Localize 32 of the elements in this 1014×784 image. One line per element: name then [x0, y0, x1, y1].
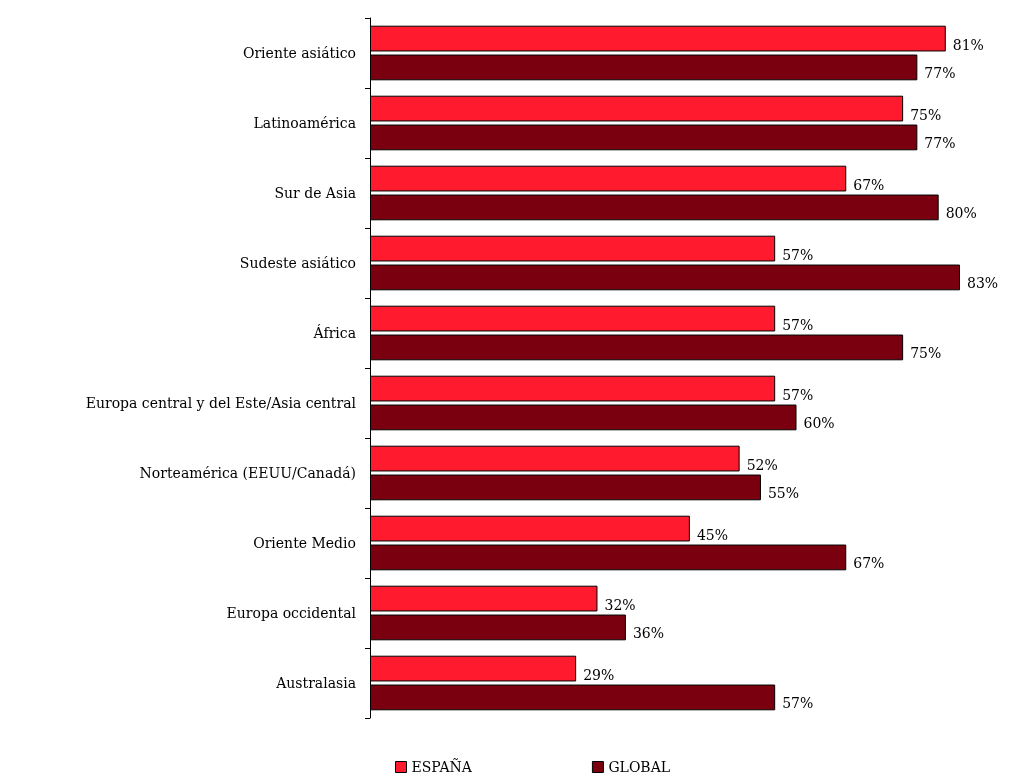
data-label: 75% [910, 345, 942, 362]
data-label: 67% [853, 555, 885, 572]
data-label: 57% [782, 316, 814, 333]
data-label: 80% [945, 205, 977, 222]
y-tick-label: Latinoamérica [253, 115, 356, 131]
data-label: 36% [632, 625, 665, 642]
data-label: 77% [924, 65, 956, 82]
data-label: 32% [604, 596, 636, 613]
y-tick-label: Europa occidental [226, 605, 357, 621]
data-label: 60% [803, 415, 835, 432]
data-label: 75% [910, 106, 942, 123]
y-tick-label: Norteamérica (EEUU/Canadá) [139, 465, 356, 481]
data-label: 57% [782, 386, 814, 403]
data-label: 52% [746, 456, 778, 473]
data-label: 55% [767, 485, 800, 502]
y-tick-label: Europa central y del Este/Asia central [85, 395, 357, 411]
y-tick-label: Sur de Asia [274, 185, 356, 201]
data-label: 57% [782, 246, 814, 263]
data-label: 83% [967, 275, 999, 292]
data-label: 81% [952, 36, 984, 53]
data-label: 67% [853, 176, 885, 193]
data-label: 29% [583, 666, 615, 683]
legend-label: ESPAÑA [411, 758, 473, 775]
y-tick-label: Oriente asiático [242, 45, 356, 61]
legend-label: GLOBAL [608, 759, 671, 775]
y-tick-label: Sudeste asiático [239, 255, 356, 271]
y-tick-label: Oriente Medio [253, 535, 356, 551]
data-label: 45% [696, 526, 728, 543]
y-tick-label: Australasia [275, 675, 356, 691]
data-label: 57% [782, 695, 814, 712]
data-label: 77% [924, 135, 956, 152]
y-tick-label: África [312, 324, 356, 341]
